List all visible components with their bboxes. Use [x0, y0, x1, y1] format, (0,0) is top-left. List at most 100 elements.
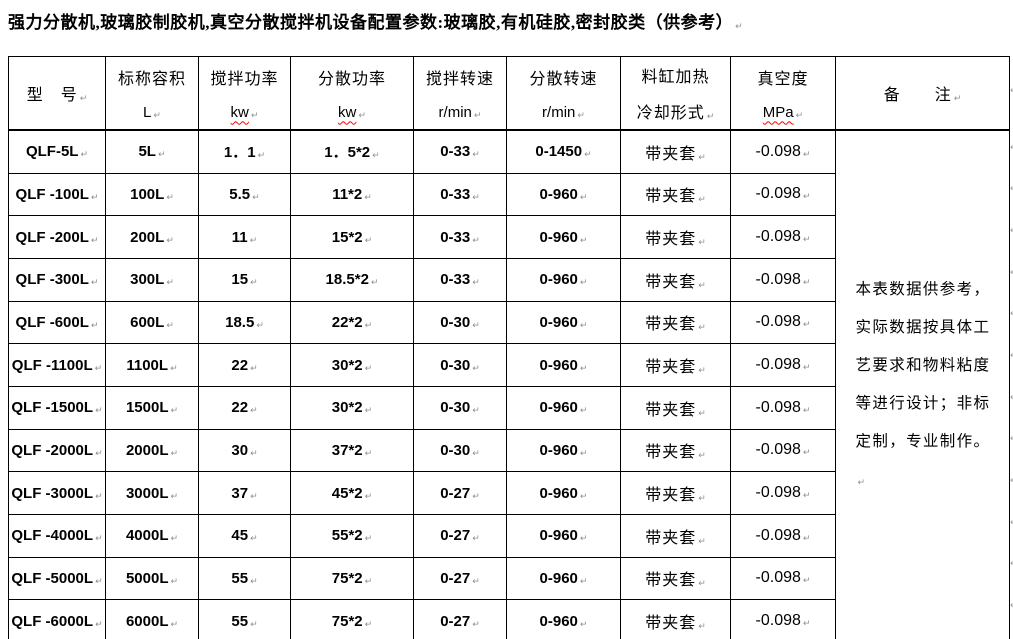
cell-value: QLF -200L	[15, 228, 89, 246]
paragraph-mark-icon: ↵	[90, 235, 99, 246]
cell-vacuum: -0.098 ↵	[730, 215, 836, 259]
cell-model: QLF -3000L ↵	[8, 471, 106, 515]
cell-disperse_power: 18.5*2 ↵	[290, 257, 414, 302]
paragraph-mark-icon: ↵	[95, 576, 103, 587]
cell-disperse_speed: 0-960 ↵	[506, 257, 621, 302]
cell-vacuum: -0.098 ↵	[730, 385, 836, 430]
paragraph-mark-icon: ↵	[364, 406, 373, 417]
cell-value: 带夹套	[645, 359, 697, 377]
cell-value: QLF -1100L	[11, 356, 93, 374]
column-header-unit: kw	[338, 104, 357, 122]
paragraph-mark-icon: ↵	[698, 451, 706, 462]
paragraph-mark-icon: ↵	[249, 235, 258, 246]
cell-value: 0-30	[440, 441, 471, 459]
paragraph-mark-icon: ↵	[472, 534, 480, 545]
paragraph-mark-icon: ↵	[802, 320, 811, 331]
cell-volume: 600L ↵	[105, 300, 199, 345]
table-row: QLF-5L ↵ 5L ↵ 1．1 ↵ 1．5*2 ↵ 0-33 ↵ 0-1450 ↵ 带夹套 ↵ -0.0…	[8, 129, 1010, 639]
cell-value: -0.098	[755, 356, 801, 374]
paragraph-mark-icon: ↵	[579, 278, 588, 289]
paragraph-mark-icon: ↵	[95, 491, 103, 502]
cell-value: 11*2	[332, 185, 363, 203]
cell-value: 0-960	[539, 569, 578, 587]
paragraph-mark-icon: ↵	[170, 448, 179, 459]
cell-disperse_power: 11*2 ↵	[290, 172, 414, 217]
cell-volume: 5L ↵	[105, 129, 199, 174]
paragraph-mark-icon: ↵	[90, 192, 99, 203]
paragraph-mark-icon: ↵	[698, 536, 706, 547]
paragraph-mark-icon: ↵	[472, 150, 480, 161]
cell-value: 75*2	[331, 612, 363, 630]
cell-vacuum: -0.098 ↵	[730, 599, 836, 639]
cell-value: QLF -2000L	[11, 441, 94, 459]
cell-value: 0-960	[539, 313, 578, 331]
paragraph-mark-icon: ↵	[95, 534, 103, 545]
cell-disperse_speed: 0-960 ↵	[506, 471, 621, 515]
paragraph-mark-icon: ↵	[166, 320, 174, 331]
cell-disperse_speed: 0-960 ↵	[506, 172, 621, 217]
cell-value: 22	[231, 399, 249, 417]
paragraph-mark-icon: ↵	[358, 111, 366, 122]
cell-vacuum: -0.098 ↵	[730, 257, 836, 302]
cell-stir_speed: 0-27 ↵	[413, 556, 507, 601]
paragraph-mark-icon: ↵	[256, 320, 264, 331]
paragraph-mark-icon: ↵	[364, 491, 373, 502]
paragraph-mark-icon: ↵	[250, 448, 258, 459]
column-header-disperse_power: 分散功率 kw ↵	[290, 56, 414, 131]
cell-value: 15*2	[331, 228, 363, 246]
cell-disperse_power: 30*2 ↵	[290, 343, 414, 387]
paragraph-mark-icon: ↵	[157, 150, 166, 161]
cell-stir_power: 30 ↵	[198, 428, 291, 473]
cell-value: QLF -3000L	[11, 484, 94, 502]
cell-stir_power: 11 ↵	[198, 215, 291, 259]
cell-stir_speed: 0-33 ↵	[413, 172, 507, 217]
cell-value: 15	[231, 271, 249, 289]
paragraph-mark-icon: ↵	[472, 363, 480, 374]
cell-value: 1500L	[125, 399, 169, 417]
row-end-mark-icon: ↵	[1010, 476, 1013, 486]
cell-stir_power: 55 ↵	[198, 599, 291, 639]
column-header-label: 标称容积	[117, 70, 186, 88]
cell-disperse_power: 55*2 ↵	[290, 513, 414, 558]
cell-stir_speed: 0-33 ↵	[413, 215, 507, 259]
cell-value: QLF -4000L	[11, 527, 94, 545]
cell-disperse_speed: 0-960 ↵	[506, 428, 621, 473]
paragraph-mark-icon: ↵	[584, 150, 592, 161]
paragraph-mark-icon: ↵	[170, 406, 179, 417]
cell-disperse_power: 75*2 ↵	[290, 599, 414, 639]
column-header-label: 料缸加热	[641, 69, 710, 86]
cell-value: 3000L	[125, 484, 169, 502]
paragraph-mark-icon: ↵	[698, 408, 706, 419]
paragraph-mark-icon: ↵	[802, 533, 811, 544]
paragraph-mark-icon: ↵	[250, 363, 258, 374]
cell-value: 带夹套	[645, 273, 697, 291]
paragraph-mark-icon: ↵	[166, 278, 174, 289]
cell-volume: 6000L ↵	[105, 599, 199, 639]
cell-heating: 带夹套 ↵	[620, 343, 731, 387]
row-end-mark-icon: ↵	[1010, 601, 1013, 611]
cell-value: 0-960	[539, 441, 578, 459]
cell-vacuum: -0.098 ↵	[730, 471, 836, 515]
cell-value: -0.098	[755, 569, 801, 587]
cell-value: 200L	[130, 228, 165, 246]
column-header-stir_power: 搅拌功率 kw ↵	[198, 56, 291, 131]
cell-value: QLF -100L	[15, 185, 89, 203]
paragraph-mark-icon: ↵	[364, 363, 373, 374]
cell-value: -0.098	[755, 185, 801, 203]
paragraph-mark-icon: ↵	[364, 235, 373, 246]
cell-stir_speed: 0-30 ↵	[413, 343, 507, 387]
cell-value: -0.098	[755, 142, 801, 160]
paragraph-mark-icon: ↵	[795, 111, 804, 122]
paragraph-mark-icon: ↵	[472, 448, 480, 459]
column-header-volume: 标称容积 L ↵	[105, 56, 199, 131]
cell-volume: 100L ↵	[105, 172, 199, 217]
cell-value: 30*2	[331, 356, 363, 374]
column-header-remark: 备 注 ↵	[835, 56, 1010, 131]
table-row: QLF -6000L ↵ 6000L ↵ 55 ↵ 75*2 ↵ 0-27 ↵ 0-960 ↵ 带夹套 ↵…	[8, 599, 1010, 639]
cell-stir_speed: 0-27 ↵	[413, 599, 507, 639]
cell-value: 0-960	[539, 356, 578, 374]
paragraph-mark-icon: ↵	[579, 576, 588, 587]
cell-value: 带夹套	[645, 188, 697, 206]
cell-stir_speed: 0-30 ↵	[413, 385, 507, 430]
